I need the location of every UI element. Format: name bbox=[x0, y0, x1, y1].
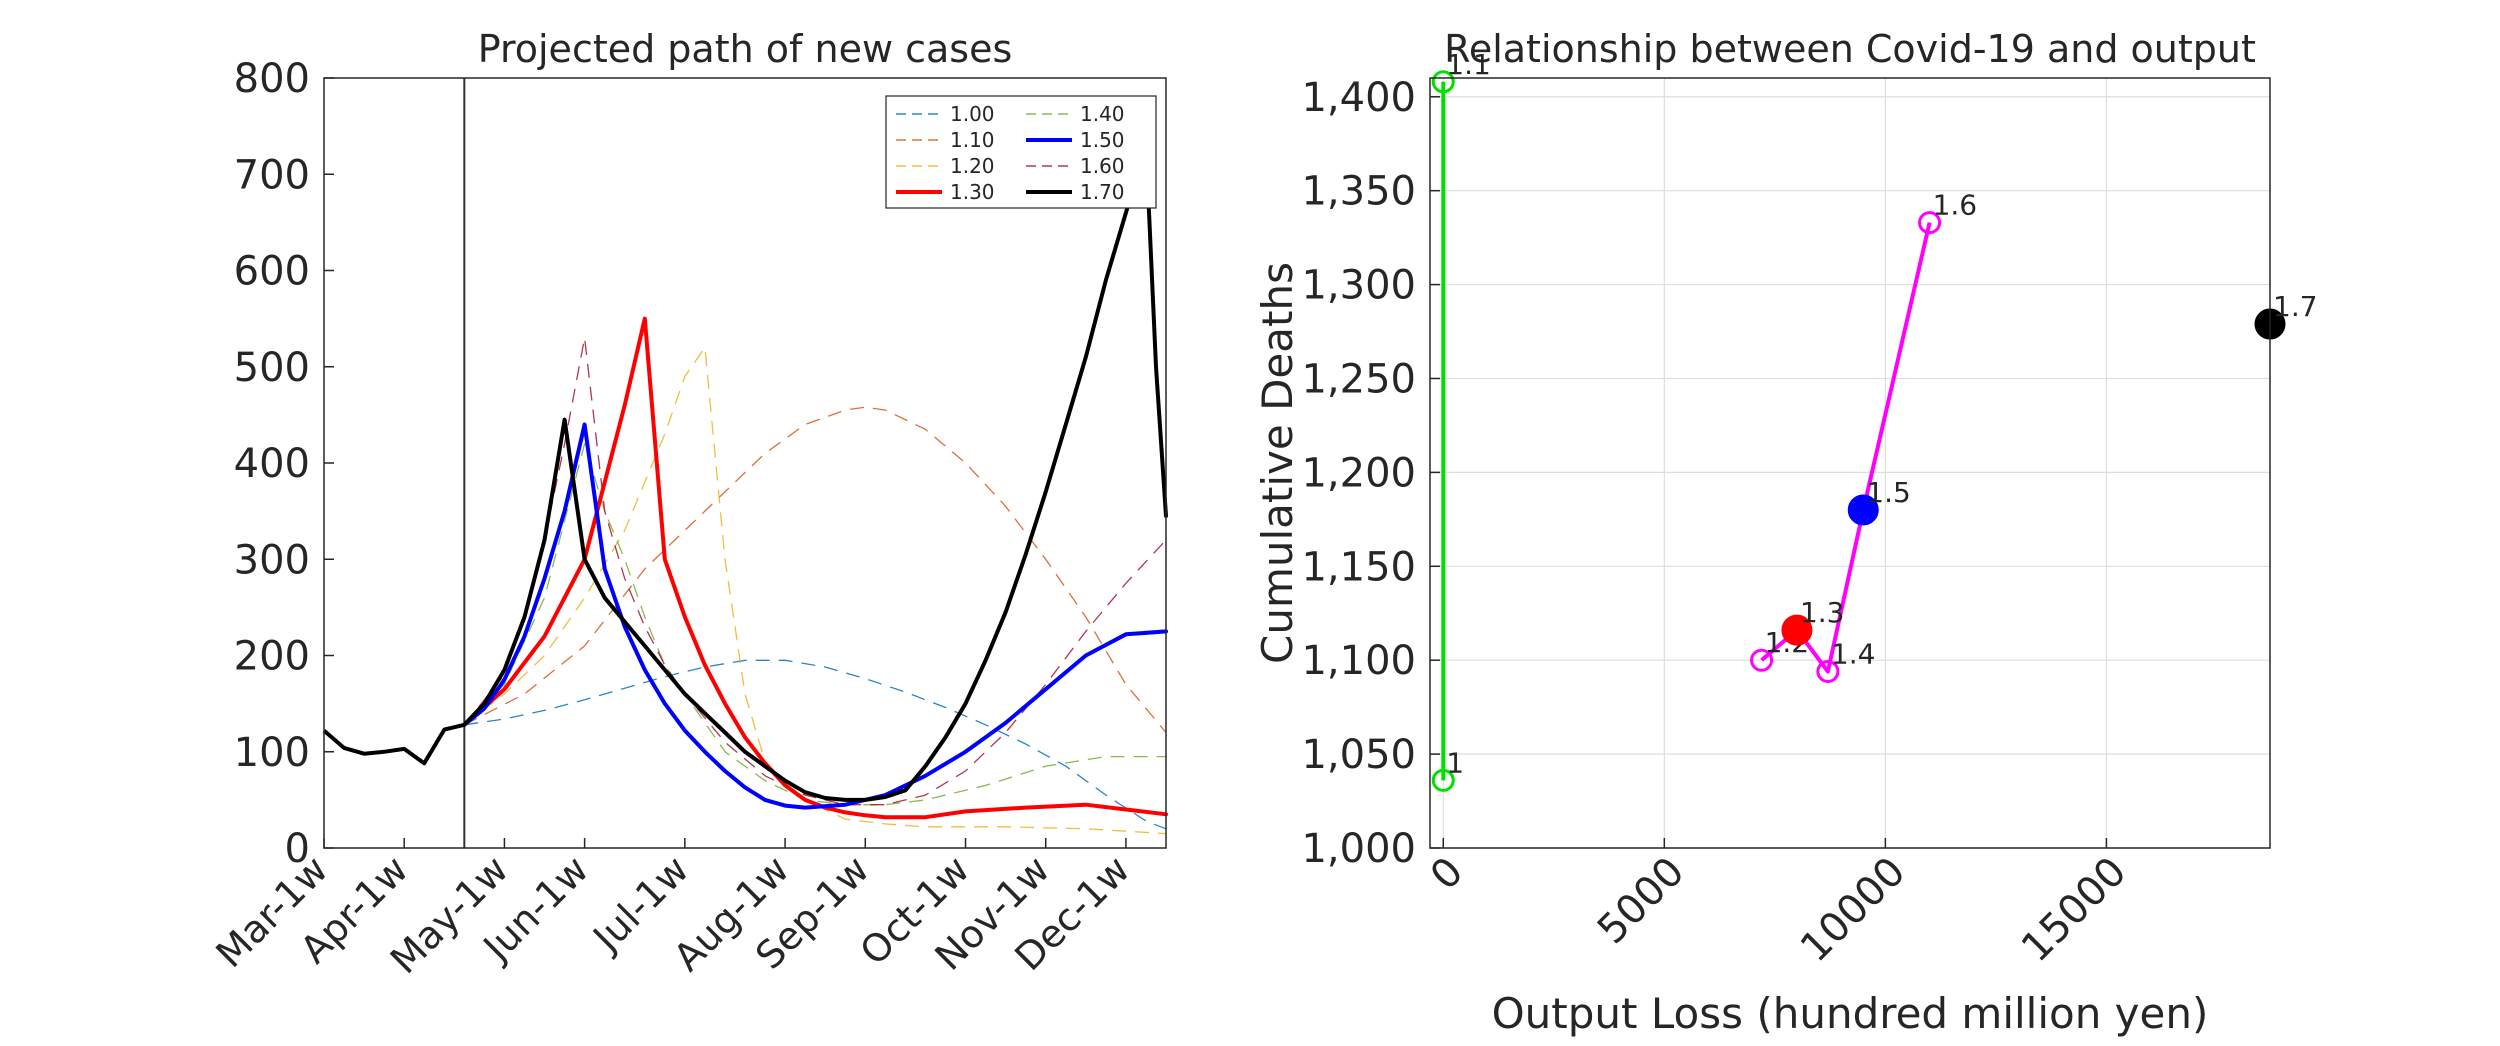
y-tick-label: 0 bbox=[285, 826, 310, 872]
deaths-vs-output-chart: 1,000 1,050 1,100 1,150 1,200 1,250 1,300 1,350… bbox=[1253, 27, 2318, 1038]
y-tick-label: 1,350 bbox=[1301, 169, 1416, 215]
data-point-1-3 bbox=[1781, 614, 1813, 646]
legend-label: 1.00 bbox=[950, 102, 995, 126]
new-cases-chart-title: Projected path of new cases bbox=[478, 27, 1013, 71]
legend-label: 1.40 bbox=[1080, 102, 1125, 126]
data-point-label: 1.3 bbox=[1800, 596, 1845, 629]
y-tick-label: 100 bbox=[234, 730, 310, 776]
series-line-1-20 bbox=[463, 346, 1167, 835]
series-line-1-70 bbox=[462, 143, 1168, 802]
y-tick-label: 1,050 bbox=[1301, 732, 1416, 778]
y-tick-label: 1,000 bbox=[1301, 826, 1416, 872]
legend-label: 1.20 bbox=[950, 154, 995, 178]
data-point-label: 1.6 bbox=[1933, 189, 1978, 222]
y-tick-label: 1,250 bbox=[1301, 356, 1416, 402]
x-tick-label: 10000 bbox=[1792, 849, 1915, 972]
y-tick-label: 1,150 bbox=[1301, 544, 1416, 590]
series-line-1-40 bbox=[463, 443, 1166, 806]
y-tick-label: 1,200 bbox=[1301, 450, 1416, 496]
new-cases-axes-frame bbox=[323, 77, 1167, 849]
data-point-label: 1.4 bbox=[1831, 637, 1876, 670]
series-line-1-00 bbox=[464, 659, 1167, 830]
data-point-1-4 bbox=[1816, 659, 1840, 683]
data-point-1-1 bbox=[1431, 70, 1455, 94]
x-tick-label: 15000 bbox=[2013, 849, 2136, 972]
legend-label: 1.30 bbox=[950, 180, 995, 204]
new-cases-x-axis: Mar-1wApr-1wMay-1wJun-1wJul-1wAug-1wSep-… bbox=[208, 838, 1138, 982]
y-tick-label: 600 bbox=[234, 249, 310, 295]
deaths-vs-output-y-axis-label: Cumulative Deaths bbox=[1253, 262, 1302, 664]
deaths-vs-output-plot-area bbox=[1430, 78, 2270, 848]
y-tick-label: 400 bbox=[234, 441, 310, 487]
legend-label: 1.50 bbox=[1080, 128, 1125, 152]
data-point-1 bbox=[1431, 768, 1455, 792]
deaths-vs-output-x-axis: 0 5000 10000 15000 bbox=[1422, 838, 2136, 972]
deaths-vs-output-axes-frame bbox=[1429, 77, 2271, 849]
data-point-label: 1.1 bbox=[1446, 48, 1491, 81]
legend-box bbox=[885, 95, 1157, 209]
data-point-label: 1.5 bbox=[1866, 476, 1911, 509]
data-point-1-6 bbox=[1918, 211, 1942, 235]
y-tick-label: 1,100 bbox=[1301, 638, 1416, 684]
data-point-label: 1 bbox=[1446, 746, 1464, 779]
y-tick-label: 500 bbox=[234, 345, 310, 391]
deaths-vs-output-y-axis: 1,000 1,050 1,100 1,150 1,200 1,250 1,300 1,350… bbox=[1301, 75, 1440, 872]
new-cases-y-axis: 0 100 200 300 400 500 600 700 800 bbox=[234, 56, 334, 872]
legend-label: 1.60 bbox=[1080, 154, 1125, 178]
y-tick-label: 1,300 bbox=[1301, 263, 1416, 309]
y-tick-label: 1,400 bbox=[1301, 75, 1416, 121]
new-cases-legend: 1.001.101.201.30 1.401.501.601.70 bbox=[885, 95, 1157, 209]
series-line-1-10 bbox=[464, 406, 1167, 733]
new-cases-series-lines bbox=[322, 78, 1168, 848]
new-cases-chart: Projected path of new cases 0 100 200 300 40… bbox=[208, 27, 1168, 982]
y-tick-label: 300 bbox=[234, 537, 310, 583]
x-tick-label: 0 bbox=[1422, 849, 1473, 900]
legend-label: 1.70 bbox=[1080, 180, 1125, 204]
y-tick-label: 800 bbox=[234, 56, 310, 102]
deaths-vs-output-marks: 11.11.21.31.41.51.61.7 bbox=[1431, 48, 2318, 792]
deaths-vs-output-grid bbox=[1430, 78, 2270, 849]
series-line-1-50 bbox=[462, 422, 1168, 810]
x-tick-label: 5000 bbox=[1589, 849, 1694, 954]
data-point-1-5 bbox=[1847, 494, 1879, 526]
y-tick-label: 700 bbox=[234, 152, 310, 198]
data-point-label: 1.7 bbox=[2273, 290, 2318, 323]
y-tick-label: 200 bbox=[234, 634, 310, 680]
deaths-vs-output-x-axis-label: Output Loss (hundred million yen) bbox=[1492, 989, 2209, 1038]
history-line bbox=[322, 722, 465, 766]
legend-label: 1.10 bbox=[950, 128, 995, 152]
data-point-1-2 bbox=[1750, 648, 1774, 672]
deaths-vs-output-chart-title: Relationship between Covid-19 and output bbox=[1444, 27, 2256, 71]
